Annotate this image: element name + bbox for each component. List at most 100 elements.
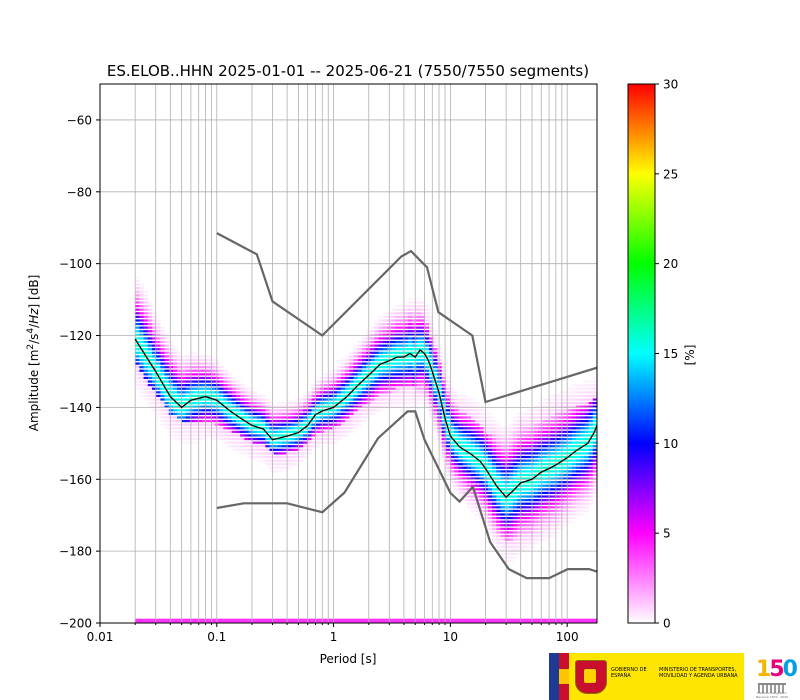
pdf-cell <box>508 470 514 473</box>
pdf-cell <box>450 481 455 484</box>
pdf-cell <box>277 455 283 459</box>
pdf-cell <box>542 513 548 516</box>
pdf-cell <box>240 412 245 415</box>
pdf-cell <box>416 402 422 405</box>
pdf-cell <box>135 373 140 376</box>
pdf-cell <box>504 484 510 487</box>
pdf-cell <box>324 416 329 419</box>
pdf-cell <box>466 473 472 477</box>
pdf-cell <box>538 488 543 491</box>
pdf-cell <box>487 499 493 502</box>
pdf-cell <box>433 355 438 358</box>
pdf-cell <box>378 384 384 387</box>
pdf-cell <box>504 556 510 559</box>
pdf-cell <box>408 380 413 383</box>
pdf-cell <box>135 276 140 279</box>
pdf-cell <box>555 481 560 484</box>
pdf-cell <box>588 459 594 462</box>
pdf-cell <box>147 344 153 347</box>
pdf-cell <box>508 434 514 437</box>
pdf-cell <box>227 402 233 405</box>
pdf-cell <box>269 470 275 473</box>
pdf-cell <box>466 412 472 415</box>
pdf-cell <box>147 312 153 315</box>
pdf-cell <box>420 333 426 336</box>
pdf-cell <box>370 380 375 383</box>
pdf-cell <box>198 416 203 419</box>
pdf-cell <box>185 409 191 412</box>
pdf-cell <box>391 387 396 390</box>
pdf-cell <box>324 394 329 398</box>
pdf-cell <box>517 445 522 448</box>
pdf-cell <box>416 301 422 304</box>
pdf-cell <box>168 423 174 426</box>
pdf-cell <box>168 351 174 354</box>
pdf-cell <box>517 455 522 459</box>
pdf-cell <box>525 477 531 480</box>
pdf-cell <box>580 430 585 433</box>
pdf-cell <box>424 402 430 405</box>
pdf-cell <box>580 416 585 419</box>
pdf-cell <box>471 477 476 480</box>
pdf-cell <box>382 387 388 390</box>
pdf-cell <box>403 391 409 394</box>
pdf-cell <box>303 394 308 398</box>
pdf-cell <box>466 416 472 419</box>
pdf-cell <box>378 355 384 358</box>
pdf-cell <box>538 419 543 423</box>
pdf-cell <box>315 445 321 448</box>
pdf-cell <box>374 387 380 390</box>
pdf-cell <box>492 520 497 523</box>
pdf-cell <box>340 373 346 376</box>
pdf-cell <box>256 419 262 423</box>
pdf-cell <box>542 423 548 426</box>
pdf-cell <box>378 358 384 362</box>
colorbar-tick-label: 15 <box>663 347 678 361</box>
pdf-cell <box>437 405 443 408</box>
pdf-cell <box>395 322 401 326</box>
pdf-cell <box>534 499 539 502</box>
pdf-cell <box>202 402 207 405</box>
pdf-cell <box>345 412 350 415</box>
pdf-cell <box>231 441 237 444</box>
pdf-cell <box>441 441 447 444</box>
pdf-cell <box>487 524 493 527</box>
pdf-cell <box>479 441 485 444</box>
pdf-cell <box>525 542 531 545</box>
pdf-cell <box>151 340 157 344</box>
pdf-cell <box>256 452 262 455</box>
pdf-cell <box>567 463 573 466</box>
pdf-cell <box>437 369 443 372</box>
pdf-cell <box>340 384 346 387</box>
pdf-cell <box>286 427 291 430</box>
pdf-cell <box>399 308 405 311</box>
pdf-cell <box>458 463 464 466</box>
pdf-cell <box>168 434 174 437</box>
pdf-cell <box>479 430 485 433</box>
pdf-cell <box>571 481 577 484</box>
pdf-cell <box>588 477 594 480</box>
pdf-cell <box>177 384 182 387</box>
pdf-cell <box>349 398 354 401</box>
pdf-cell <box>445 437 451 441</box>
pdf-cell <box>534 416 539 419</box>
pdf-cell <box>332 376 338 380</box>
pdf-cell <box>571 423 577 426</box>
pdf-cell <box>550 470 556 473</box>
pdf-cell <box>454 412 459 415</box>
pdf-cell <box>576 484 581 487</box>
pdf-cell <box>235 423 241 426</box>
pdf-cell <box>135 315 140 318</box>
pdf-cell <box>588 402 594 405</box>
pdf-cell <box>424 308 430 311</box>
pdf-cell <box>500 542 506 545</box>
pdf-cell <box>370 340 375 344</box>
pdf-cell <box>399 330 405 333</box>
pdf-cell <box>227 427 233 430</box>
pdf-cell <box>475 419 480 423</box>
pdf-cell <box>286 459 291 462</box>
pdf-cell <box>538 448 543 451</box>
pdf-cell <box>177 376 182 380</box>
pdf-cell <box>240 448 245 451</box>
pdf-cell <box>445 448 451 451</box>
